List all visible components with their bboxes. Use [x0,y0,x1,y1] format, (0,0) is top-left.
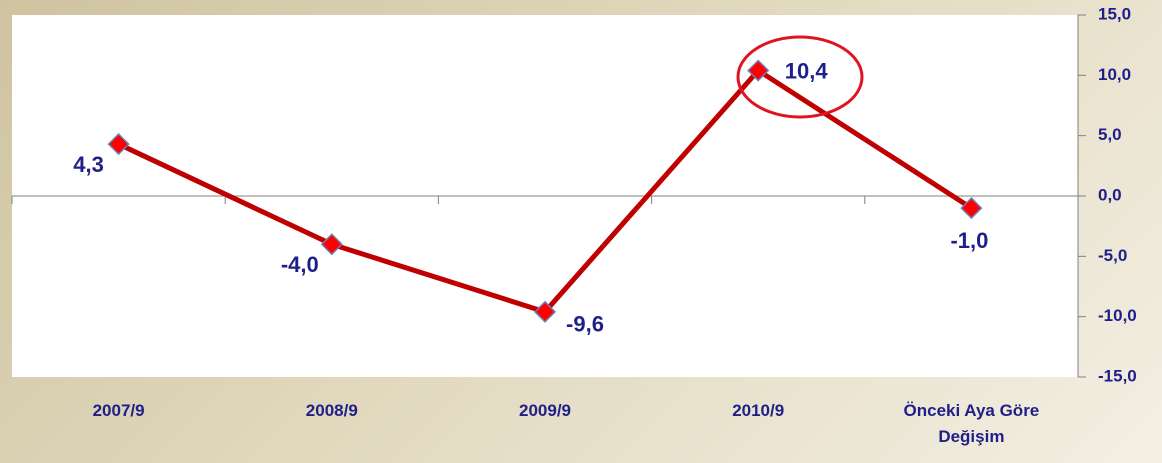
x-tick-label: 2007/9 [92,401,145,420]
data-marker [960,197,983,220]
y-tick-label: -10,0 [1098,306,1137,325]
highlight-circle [736,35,864,119]
y-tick-label: 0,0 [1098,185,1122,204]
data-label: 4,3 [73,152,104,177]
x-tick-label: 2009/9 [519,401,571,420]
y-tick-label: 10,0 [1098,65,1131,84]
x-tick-label: 2010/9 [732,401,785,420]
data-label: -9,6 [566,312,604,337]
x-tick-label: Önceki Aya Göre Değişim [903,401,1040,446]
y-tick-label: -15,0 [1098,366,1137,385]
y-tick-label: 5,0 [1098,125,1122,144]
data-marker [320,233,343,256]
data-marker [533,300,557,323]
data-label: -4,0 [281,252,319,277]
y-tick-label: 15,0 [1098,4,1131,23]
data-label: -1,0 [950,228,988,253]
data-marker [107,133,130,156]
data-marker [747,59,770,82]
y-tick-label: -5,0 [1098,246,1127,265]
x-tick-label: 2008/9 [305,401,358,420]
data-label: 10,4 [785,58,829,83]
